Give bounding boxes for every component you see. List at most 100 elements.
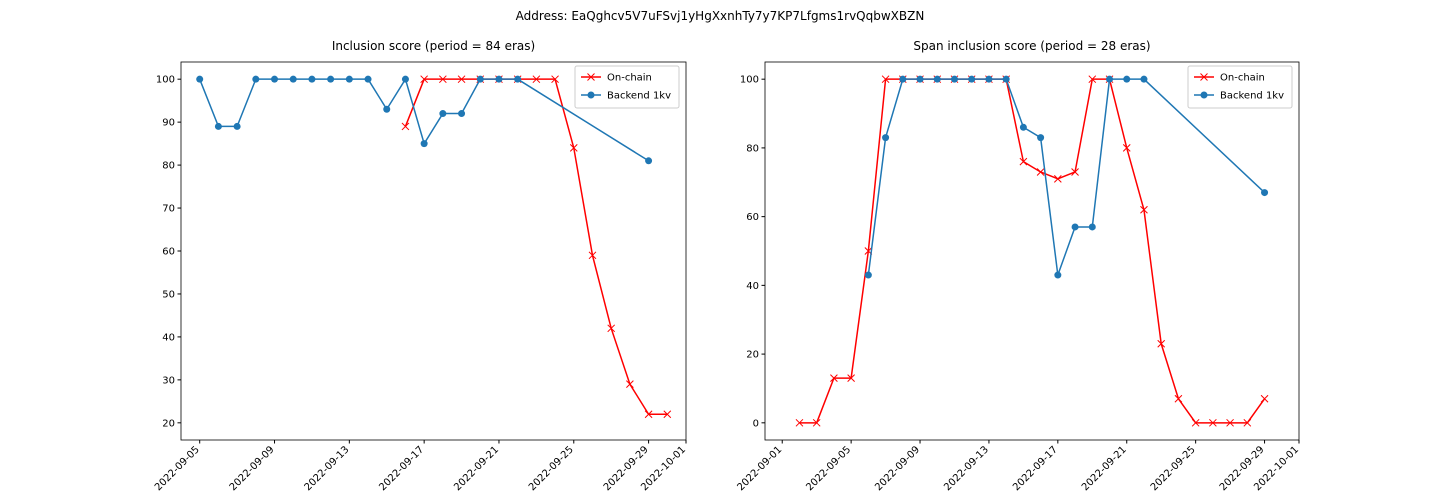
marker: [645, 157, 653, 165]
marker: [289, 75, 297, 83]
y-tick-label: 80: [162, 161, 175, 172]
marker: [271, 75, 279, 83]
marker: [233, 122, 241, 130]
marker: [847, 374, 855, 382]
marker: [196, 75, 204, 83]
x-tick-label: 2022-09-17: [1011, 444, 1060, 493]
marker: [1209, 418, 1217, 427]
marker: [933, 75, 941, 83]
marker: [532, 75, 541, 84]
x-tick-label: 2022-09-17: [377, 444, 426, 493]
legend-marker: [1200, 91, 1208, 99]
y-tick-label: 60: [162, 247, 175, 258]
marker: [439, 110, 447, 118]
marker: [830, 374, 838, 382]
marker: [1019, 123, 1027, 131]
marker: [881, 75, 890, 84]
marker: [950, 75, 958, 83]
marker: [420, 75, 429, 84]
marker: [1054, 271, 1062, 279]
x-tick-label: 2022-09-25: [1149, 444, 1198, 493]
marker: [569, 144, 578, 152]
x-tick-label: 2022-09-05: [804, 444, 853, 493]
marker: [985, 75, 993, 83]
marker: [495, 75, 503, 83]
marker: [795, 418, 804, 427]
marker: [1260, 394, 1269, 403]
marker: [252, 75, 260, 83]
legend-label: Backend 1kv: [1220, 91, 1284, 102]
marker: [626, 380, 634, 389]
marker: [1088, 75, 1097, 84]
marker: [1088, 223, 1096, 231]
x-tick-label: 2022-09-09: [228, 444, 277, 493]
y-tick-label: 20: [746, 350, 759, 361]
marker: [1036, 168, 1045, 176]
legend-label: On-chain: [1220, 73, 1265, 84]
marker: [476, 75, 484, 83]
axes-title: Span inclusion score (period = 28 eras): [913, 39, 1150, 53]
marker: [1226, 418, 1234, 427]
marker: [401, 122, 410, 131]
axes-frame: [764, 61, 1300, 441]
marker: [607, 324, 616, 333]
y-tick-label: 100: [740, 75, 759, 86]
marker: [1140, 205, 1148, 214]
x-tick-label: 2022-09-21: [452, 444, 501, 493]
marker: [1122, 144, 1131, 152]
marker: [308, 75, 316, 83]
marker: [364, 75, 372, 83]
marker: [214, 122, 222, 130]
series: [401, 75, 672, 419]
marker: [345, 75, 353, 83]
y-tick-label: 100: [156, 75, 175, 86]
legend-marker: [1200, 73, 1208, 81]
x-tick-label: 2022-09-13: [303, 444, 352, 493]
marker: [663, 410, 672, 419]
marker: [882, 134, 890, 142]
y-tick-label: 70: [162, 204, 175, 215]
marker: [1243, 418, 1252, 427]
marker: [1157, 339, 1166, 348]
marker: [968, 75, 976, 83]
series: [196, 75, 653, 165]
marker: [1261, 189, 1269, 197]
marker: [644, 410, 653, 419]
legend-marker: [587, 73, 595, 81]
line: [867, 78, 1266, 276]
marker: [327, 75, 335, 83]
marker: [1002, 75, 1010, 83]
y-tick-label: 50: [162, 289, 175, 300]
y-tick-label: 20: [162, 418, 175, 429]
y-tick-label: 90: [162, 118, 175, 129]
y-tick-label: 80: [746, 143, 759, 154]
marker: [1191, 418, 1200, 427]
marker: [420, 140, 428, 148]
legend-label: Backend 1kv: [607, 91, 671, 102]
marker: [1053, 174, 1062, 183]
marker: [1071, 223, 1079, 231]
marker: [1140, 75, 1148, 83]
y-tick-label: 30: [162, 375, 175, 386]
x-tick-label: 2022-09-13: [942, 444, 991, 493]
series: [864, 75, 1269, 279]
marker: [1037, 134, 1045, 142]
y-tick-label: 40: [746, 281, 759, 292]
marker: [812, 418, 821, 427]
y-tick-label: 60: [746, 212, 759, 223]
marker: [457, 75, 466, 84]
figure-title: Address: EaQghcv5V7uFSvj1yHgXxnhTy7y7KP7…: [516, 9, 925, 23]
marker: [588, 251, 597, 260]
legend-marker: [587, 91, 595, 99]
marker: [514, 75, 522, 83]
marker: [864, 271, 872, 279]
y-tick-label: 0: [753, 418, 759, 429]
axes-frame: [180, 61, 687, 441]
y-tick-label: 40: [162, 332, 175, 343]
axes-title: Inclusion score (period = 84 eras): [332, 39, 535, 53]
line: [799, 78, 1266, 424]
marker: [458, 110, 466, 118]
x-tick-label: 2022-09-01: [735, 444, 784, 493]
marker: [383, 105, 391, 113]
